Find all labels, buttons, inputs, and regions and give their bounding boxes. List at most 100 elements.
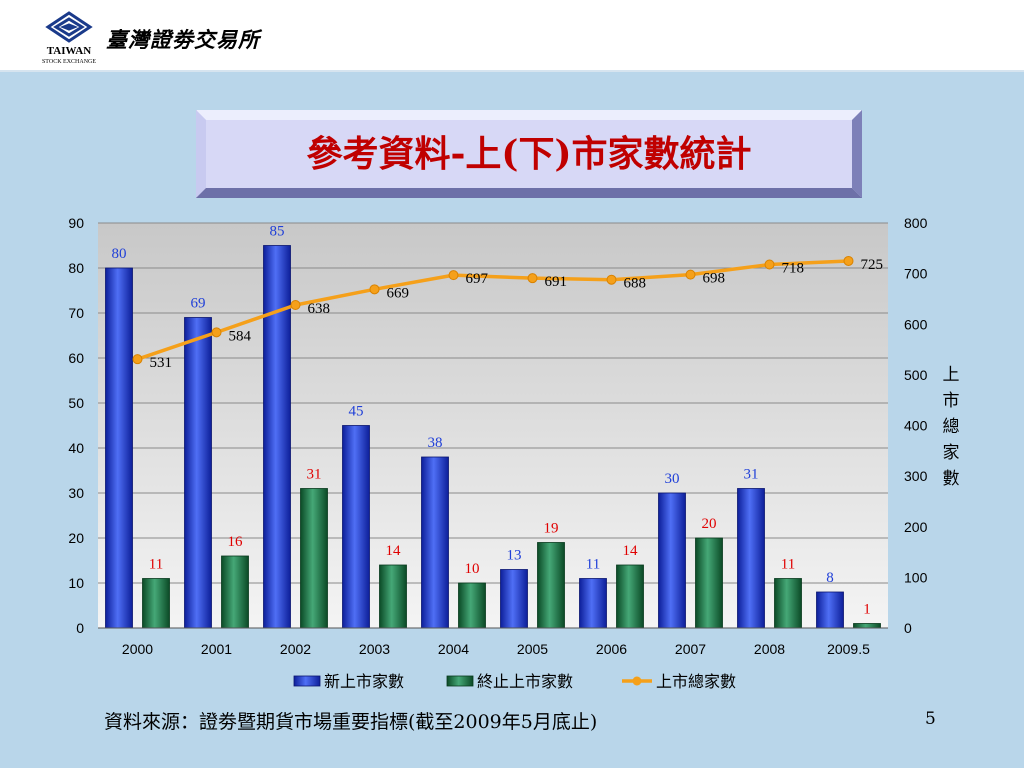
delisting-bar [221, 555, 249, 629]
new-listing-value-label: 13 [507, 548, 522, 564]
new-listing-bar [737, 488, 765, 629]
total-listed-point [369, 284, 380, 295]
total-listed-point [685, 269, 696, 280]
left-axis-tick-label: 80 [68, 260, 84, 276]
new-listing-value-label: 45 [349, 404, 364, 420]
new-listing-bar [184, 317, 212, 629]
total-listed-value-label: 688 [624, 276, 647, 292]
delisting-value-label: 11 [149, 557, 163, 573]
left-axis-tick-label: 60 [68, 350, 84, 366]
legend-new-listing-label: 新上市家數 [324, 672, 404, 691]
delisting-bar [616, 564, 644, 629]
left-axis-tick-label: 50 [68, 395, 84, 411]
delisting-value-label: 19 [544, 521, 559, 537]
legend-delisting-swatch [446, 675, 474, 687]
delisting-bar [695, 537, 723, 629]
left-axis-tick-label: 30 [68, 485, 84, 501]
delisting-value-label: 14 [623, 543, 639, 559]
right-axis-tick-label: 300 [904, 468, 928, 484]
total-listed-point [448, 270, 459, 281]
category-label: 2000 [122, 641, 153, 657]
new-listing-value-label: 69 [191, 296, 206, 312]
new-listing-bar [421, 456, 449, 629]
left-axis-tick-label: 0 [76, 620, 84, 636]
new-listing-bar [579, 578, 607, 629]
delisting-bar [537, 542, 565, 629]
total-listed-point [290, 300, 301, 311]
total-listed-point [527, 273, 538, 284]
category-label: 2005 [517, 641, 548, 657]
legend-total-listed-label: 上市總家數 [656, 672, 736, 691]
left-axis-tick-label: 10 [68, 575, 84, 591]
category-label: 2008 [754, 641, 785, 657]
right-axis-tick-label: 0 [904, 620, 912, 636]
title-bevel [196, 110, 862, 198]
title-banner: 參考資料-上(下)市家數統計 [196, 110, 862, 198]
logo-text-stock-exchange: STOCK EXCHANGE [42, 59, 96, 65]
total-listed-point [764, 259, 775, 270]
delisting-bar [853, 623, 881, 629]
new-listing-value-label: 85 [270, 224, 285, 240]
right-axis-tick-label: 100 [904, 569, 928, 585]
left-axis-tick-label: 20 [68, 530, 84, 546]
delisting-value-label: 16 [228, 534, 244, 550]
total-listed-value-label: 691 [545, 274, 568, 290]
legend: 新上市家數 終止上市家數 上市總家數 [293, 672, 736, 691]
legend-total-listed-swatch-marker [632, 676, 642, 686]
total-listed-point [606, 274, 617, 285]
delisting-bar [300, 488, 328, 629]
listing-statistics-chart: 80 11 69 16 85 31 45 14 38 10 13 19 11 14 30 20 31 11 8 1 53… [68, 215, 928, 691]
new-listing-value-label: 80 [112, 246, 127, 262]
category-label: 2001 [201, 641, 232, 657]
logo-text-taiwan: TAIWAN [47, 45, 91, 57]
total-listed-value-label: 669 [387, 285, 410, 301]
taiwan-stock-exchange-logo: TAIWAN STOCK EXCHANGE [42, 11, 96, 65]
total-listed-value-label: 638 [308, 301, 331, 317]
category-label: 2004 [438, 641, 469, 657]
delisting-bar [379, 564, 407, 629]
total-listed-value-label: 725 [861, 257, 884, 273]
category-label: 2006 [596, 641, 627, 657]
new-listing-bar [342, 425, 370, 629]
right-axis-tick-label: 200 [904, 519, 928, 535]
new-listing-value-label: 38 [428, 435, 443, 451]
total-listed-line [136, 259, 849, 361]
new-listing-value-label: 31 [744, 467, 759, 483]
delisting-bar [774, 578, 802, 629]
total-listed-value-label: 531 [150, 355, 173, 371]
new-listing-bar [658, 492, 686, 629]
header-bar: TAIWAN STOCK EXCHANGE 臺灣證劵交易所 [0, 0, 1024, 72]
new-listing-bar [263, 245, 291, 629]
right-axis-tick-label: 400 [904, 418, 928, 434]
right-axis-tick-label: 600 [904, 316, 928, 332]
right-axis-label: 上市總家數 [942, 365, 960, 489]
data-source-note: 資料來源：證劵暨期貨市場重要指標(截至2009年5月底止) [104, 711, 598, 733]
category-label: 2009.5 [827, 641, 870, 657]
organization-name: 臺灣證劵交易所 [106, 27, 260, 52]
page-title: 參考資料-上(下)市家數統計 [306, 133, 752, 175]
right-axis-tick-label: 500 [904, 367, 928, 383]
right-axis-tick-label: 800 [904, 215, 928, 231]
delisting-value-label: 10 [465, 561, 480, 577]
category-label: 2002 [280, 641, 311, 657]
total-listed-value-label: 698 [703, 271, 726, 287]
total-listed-point [211, 327, 222, 338]
category-label: 2003 [359, 641, 390, 657]
left-axis-tick-label: 70 [68, 305, 84, 321]
new-listing-bar [105, 267, 133, 629]
total-listed-value-label: 718 [782, 261, 805, 277]
new-listing-value-label: 11 [586, 557, 600, 573]
delisting-bar [458, 582, 486, 629]
legend-delisting-label: 終止上市家數 [477, 672, 573, 691]
delisting-value-label: 11 [781, 557, 795, 573]
total-listed-value-label: 697 [466, 271, 489, 287]
delisting-value-label: 14 [386, 543, 402, 559]
left-axis-tick-label: 90 [68, 215, 84, 231]
category-label: 2007 [675, 641, 706, 657]
total-line [132, 255, 854, 365]
delisting-bar [142, 578, 170, 629]
new-listing-value-label: 30 [665, 471, 680, 487]
legend-new-listing-swatch [293, 675, 321, 687]
new-listing-bar [500, 569, 528, 629]
page-number: 5 [925, 709, 936, 729]
